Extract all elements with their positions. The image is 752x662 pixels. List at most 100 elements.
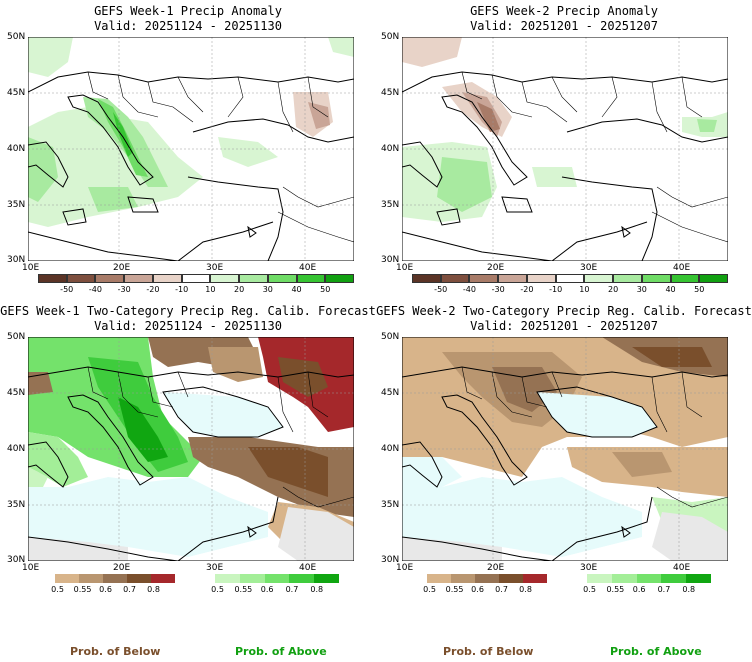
colorbar-swatch <box>267 274 297 283</box>
coastlines <box>402 366 728 561</box>
lat-label: 35N <box>381 200 400 210</box>
colorbar-label: -30 <box>117 285 131 294</box>
colorbar-swatch <box>469 274 499 283</box>
lon-label: 30E <box>206 563 224 573</box>
lon-label: 30E <box>206 263 224 273</box>
coastlines <box>28 366 354 561</box>
lat-label: 30N <box>381 255 400 265</box>
lon-label: 10E <box>396 263 414 273</box>
colorbar-label: 0.8 <box>310 585 324 594</box>
panel3-map <box>28 337 354 561</box>
lon-label: 10E <box>22 563 40 573</box>
colorbar-swatch <box>661 574 687 583</box>
colorbar-label: 0.6 <box>99 585 112 594</box>
panel4-map <box>402 337 728 561</box>
lon-label: 10E <box>396 563 414 573</box>
lon-label: 40E <box>673 263 691 273</box>
colorbar-label: 0.8 <box>147 585 160 594</box>
prob-above-colorbar: 0.5 0.55 0.6 0.7 0.8 <box>211 574 345 596</box>
panel4-title: GEFS Week-2 Two-Category Precip Reg. Cal… <box>376 304 752 318</box>
grid-lines <box>402 337 728 561</box>
lon-label: 30E <box>580 563 598 573</box>
lat-label: 45N <box>7 88 26 98</box>
colorbar-label: 20 <box>233 285 245 294</box>
colorbar-label: 0.55 <box>606 585 625 594</box>
colorbar-label: -50 <box>60 285 74 294</box>
colorbar-swatch <box>427 574 451 583</box>
colorbar-swatch <box>526 274 556 283</box>
lat-label: 45N <box>381 88 400 98</box>
coastlines <box>28 71 354 261</box>
colorbar-label: 30 <box>636 285 647 294</box>
colorbar-swatch <box>475 574 499 583</box>
colorbar-label: 0.7 <box>123 585 136 594</box>
lon-label: 40E <box>673 563 691 573</box>
colorbar-swatch <box>239 274 268 283</box>
lat-label: 50N <box>381 32 400 42</box>
colorbar-swatch <box>611 574 637 583</box>
prob-below-colorbar: 0.5 0.55 0.6 0.7 0.8 <box>423 574 553 596</box>
colorbar-swatch <box>555 274 585 283</box>
colorbar-swatch <box>210 274 240 283</box>
colorbar-swatch <box>127 574 151 583</box>
colorbar-swatch <box>152 274 182 283</box>
colorbar-label: 0.5 <box>211 585 224 594</box>
colorbar-label: 10 <box>579 285 590 294</box>
colorbar-swatch <box>498 274 527 283</box>
panel1-valid: Valid: 20251124 - 20251130 <box>94 19 282 33</box>
lon-label: 40E <box>299 563 317 573</box>
panel2-valid: Valid: 20251201 - 20251207 <box>470 19 658 33</box>
colorbar-label: 0.5 <box>583 585 596 594</box>
panel4-valid: Valid: 20251201 - 20251207 <box>470 319 658 333</box>
colorbar-label: 50 <box>694 285 705 294</box>
colorbar-swatch <box>151 574 175 583</box>
borders <box>87 71 354 243</box>
colorbar-label: -10 <box>175 285 189 294</box>
panel3-valid: Valid: 20251124 - 20251130 <box>94 319 282 333</box>
colorbar-swatch <box>264 574 290 583</box>
colorbar-swatch <box>636 574 662 583</box>
grid-lines <box>28 337 354 561</box>
colorbar-swatch <box>670 274 700 283</box>
lat-label: 40N <box>7 444 26 454</box>
lat-label: 40N <box>381 444 400 454</box>
colorbar-label: 0.6 <box>260 585 274 594</box>
lat-label: 50N <box>7 32 26 42</box>
lon-label: 30E <box>580 263 598 273</box>
colorbar-label: 40 <box>665 285 676 294</box>
panel1-map <box>28 37 354 261</box>
lat-label: 50N <box>381 332 400 342</box>
colorbar-swatch <box>66 274 96 283</box>
lat-label: 45N <box>7 388 26 398</box>
colorbar-swatch <box>451 574 475 583</box>
colorbar-label: -10 <box>549 285 563 294</box>
colorbar-swatch <box>584 274 614 283</box>
colorbar-label: 0.7 <box>495 585 508 594</box>
lat-label: 30N <box>7 255 26 265</box>
colorbar-label: 0.5 <box>423 585 436 594</box>
lat-label: 35N <box>381 500 400 510</box>
colorbar-swatch <box>699 274 728 283</box>
lon-label: 20E <box>487 563 505 573</box>
lat-label: 30N <box>7 555 26 565</box>
borders <box>461 71 728 243</box>
anomaly-colorbar: -50 -40 -30 -20 -10 10 20 30 40 50 <box>412 274 728 296</box>
prob-below-colorbar: 0.5 0.55 0.6 0.7 0.8 <box>51 574 181 596</box>
lon-label: 20E <box>113 563 131 573</box>
prob-above-label: Prob. of Above <box>235 645 327 658</box>
colorbar-label: 0.7 <box>657 585 671 594</box>
colorbar-label: 0.6 <box>632 585 646 594</box>
lon-label: 40E <box>299 263 317 273</box>
colorbar-swatch <box>686 574 711 583</box>
prob-below-label: Prob. of Below <box>443 645 534 658</box>
colorbar-swatch <box>95 274 125 283</box>
colorbar-label: -20 <box>520 285 534 294</box>
lon-label: 20E <box>487 263 505 273</box>
category-shading <box>402 337 728 561</box>
colorbar-label: 0.55 <box>73 585 92 594</box>
colorbar-swatch <box>314 574 339 583</box>
lat-label: 30N <box>381 555 400 565</box>
borders <box>461 366 728 508</box>
colorbar-label: 30 <box>262 285 273 294</box>
colorbar-label: 0.8 <box>682 585 696 594</box>
